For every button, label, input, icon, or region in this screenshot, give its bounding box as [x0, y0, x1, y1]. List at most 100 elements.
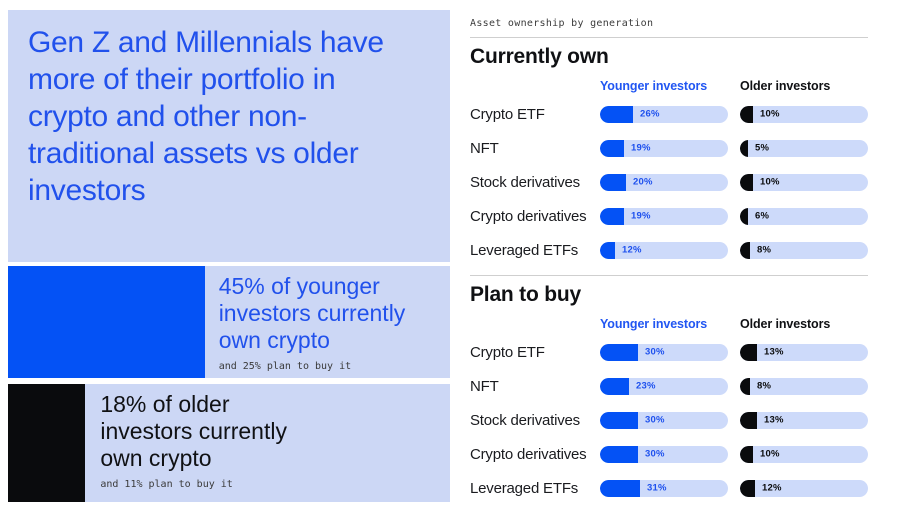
- old-bar-fill: [740, 445, 753, 463]
- young-bar-value: 30%: [645, 414, 665, 426]
- old-investors-bar: 13%: [740, 411, 868, 429]
- older-bar-cell: 8%: [740, 377, 868, 395]
- young-bar-fill: [600, 377, 629, 395]
- old-bar-fill: [740, 207, 748, 225]
- younger-bar-cell: 30%: [600, 411, 740, 429]
- old-investors-bar: 10%: [740, 105, 868, 123]
- young-bar-fill: [600, 343, 638, 361]
- young-investors-bar: 19%: [600, 207, 728, 225]
- old-investors-bar: 5%: [740, 139, 868, 157]
- old-bar-value: 12%: [762, 482, 782, 494]
- young-investors-bar: 30%: [600, 411, 728, 429]
- young-investors-bar: 12%: [600, 241, 728, 259]
- older-bar-cell: 10%: [740, 105, 868, 123]
- asset-label: Crypto derivatives: [470, 207, 587, 225]
- asset-label: Crypto ETF: [470, 105, 545, 123]
- young-bar-fill: [600, 479, 640, 497]
- old-bar-fill: [740, 241, 750, 259]
- young-bar-value: 30%: [645, 346, 665, 358]
- older-pct-block: [8, 384, 86, 502]
- bar-row: Stock derivatives 30% 13%: [470, 403, 868, 437]
- older-bar-cell: 10%: [740, 173, 868, 191]
- section-title: Currently own: [470, 45, 609, 68]
- old-bar-fill: [740, 411, 757, 429]
- older-callout-row: 18% of older investors currently own cry…: [8, 384, 450, 502]
- bar-row: NFT 23% 8%: [470, 369, 868, 403]
- old-bar-value: 5%: [755, 142, 770, 154]
- asset-label: Stock derivatives: [470, 173, 580, 191]
- old-bar-fill: [740, 377, 750, 395]
- headline-text: Gen Z and Millennials have more of their…: [28, 26, 384, 207]
- old-investors-bar: 12%: [740, 479, 868, 497]
- chart-sections: Currently own Younger investors Older inve…: [470, 37, 868, 505]
- old-investors-bar: 10%: [740, 445, 868, 463]
- old-bar-fill: [740, 105, 753, 123]
- asset-label: Leveraged ETFs: [470, 241, 579, 259]
- young-investors-bar: 26%: [600, 105, 728, 123]
- young-investors-bar: 23%: [600, 377, 728, 395]
- bar-row: Stock derivatives 20% 10%: [470, 165, 868, 199]
- bar-row: Crypto derivatives 30% 10%: [470, 437, 868, 471]
- old-bar-fill: [740, 343, 757, 361]
- older-bar-cell: 6%: [740, 207, 868, 225]
- younger-bar-cell: 30%: [600, 343, 740, 361]
- old-bar-value: 6%: [755, 210, 770, 222]
- younger-bar-cell: 23%: [600, 377, 740, 395]
- bar-row: Leveraged ETFs 31% 12%: [470, 471, 868, 505]
- young-bar-value: 20%: [633, 176, 653, 188]
- younger-bar-cell: 30%: [600, 445, 740, 463]
- section-divider: [470, 275, 868, 276]
- younger-bar-cell: 20%: [600, 173, 740, 191]
- bar-row: NFT 19% 5%: [470, 131, 868, 165]
- legend-row: Younger investors Older investors: [470, 317, 868, 331]
- bar-row: Leveraged ETFs 12% 8%: [470, 233, 868, 267]
- legend-spacer: [470, 79, 600, 93]
- younger-callout-text: 45% of younger investors currently own c…: [218, 273, 406, 353]
- asset-label: Stock derivatives: [470, 411, 580, 429]
- older-bar-cell: 13%: [740, 343, 868, 361]
- legend-row: Younger investors Older investors: [470, 79, 868, 93]
- young-bar-fill: [600, 173, 626, 191]
- young-investors-bar: 30%: [600, 445, 728, 463]
- section-title: Plan to buy: [470, 283, 581, 306]
- legend-older-investors: Older investors: [740, 79, 831, 93]
- old-bar-value: 8%: [757, 380, 772, 392]
- older-callout-text: 18% of older investors currently own cry…: [100, 391, 287, 471]
- older-callout-content: 18% of older investors currently own cry…: [85, 384, 450, 502]
- younger-callout-content: 45% of younger investors currently own c…: [205, 266, 450, 378]
- old-bar-value: 13%: [764, 346, 784, 358]
- young-bar-fill: [600, 445, 638, 463]
- legend-older-investors: Older investors: [740, 317, 831, 331]
- young-bar-value: 30%: [645, 448, 665, 460]
- young-bar-value: 12%: [622, 244, 642, 256]
- bar-row: Crypto ETF 26% 10%: [470, 97, 868, 131]
- young-bar-value: 23%: [636, 380, 656, 392]
- asset-ownership-panel: Asset ownership by generation Currently …: [470, 18, 868, 505]
- old-bar-value: 13%: [764, 414, 784, 426]
- older-bar-cell: 13%: [740, 411, 868, 429]
- older-bar-cell: 10%: [740, 445, 868, 463]
- younger-bar-cell: 19%: [600, 207, 740, 225]
- asset-label: NFT: [470, 377, 499, 395]
- legend-younger-investors: Younger investors: [600, 317, 708, 331]
- old-bar-value: 8%: [757, 244, 772, 256]
- young-bar-value: 19%: [631, 142, 651, 154]
- bar-rows: Crypto ETF 30% 13% NFT 23% 8% Stock derivative…: [470, 335, 868, 505]
- older-bar-cell: 8%: [740, 241, 868, 259]
- old-bar-fill: [740, 479, 755, 497]
- older-bar-cell: 5%: [740, 139, 868, 157]
- younger-bar-cell: 12%: [600, 241, 740, 259]
- older-bar-cell: 12%: [740, 479, 868, 497]
- legend-spacer: [470, 317, 600, 331]
- young-investors-bar: 20%: [600, 173, 728, 191]
- asset-label: Crypto ETF: [470, 343, 545, 361]
- asset-label: Leveraged ETFs: [470, 479, 579, 497]
- old-bar-fill: [740, 173, 753, 191]
- young-bar-value: 31%: [647, 482, 667, 494]
- bar-row: Crypto derivatives 19% 6%: [470, 199, 868, 233]
- old-bar-value: 10%: [760, 448, 780, 460]
- young-bar-fill: [600, 241, 615, 259]
- younger-callout-row: 45% of younger investors currently own c…: [8, 266, 450, 378]
- old-investors-bar: 13%: [740, 343, 868, 361]
- young-investors-bar: 30%: [600, 343, 728, 361]
